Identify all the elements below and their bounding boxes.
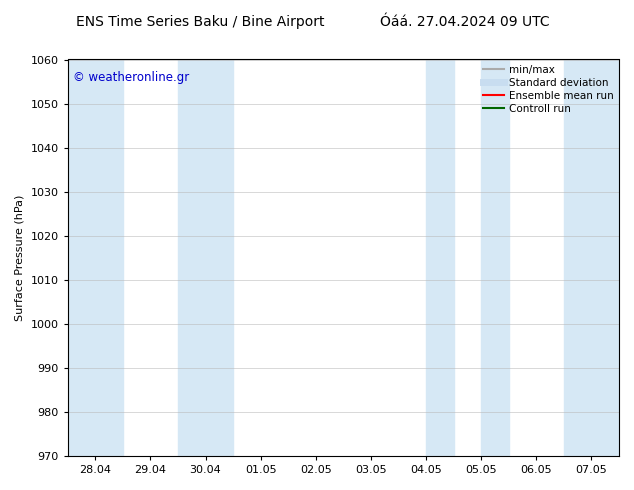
Legend: min/max, Standard deviation, Ensemble mean run, Controll run: min/max, Standard deviation, Ensemble me… (483, 65, 614, 114)
Bar (178, 59, 233, 456)
Bar (68, 59, 123, 456)
Text: ENS Time Series Baku / Bine Airport: ENS Time Series Baku / Bine Airport (76, 15, 325, 29)
Bar (481, 59, 508, 456)
Text: © weatheronline.gr: © weatheronline.gr (73, 72, 190, 84)
Text: Óáá. 27.04.2024 09 UTC: Óáá. 27.04.2024 09 UTC (380, 15, 550, 29)
Bar (426, 59, 453, 456)
Bar (564, 59, 619, 456)
Y-axis label: Surface Pressure (hPa): Surface Pressure (hPa) (15, 195, 25, 321)
